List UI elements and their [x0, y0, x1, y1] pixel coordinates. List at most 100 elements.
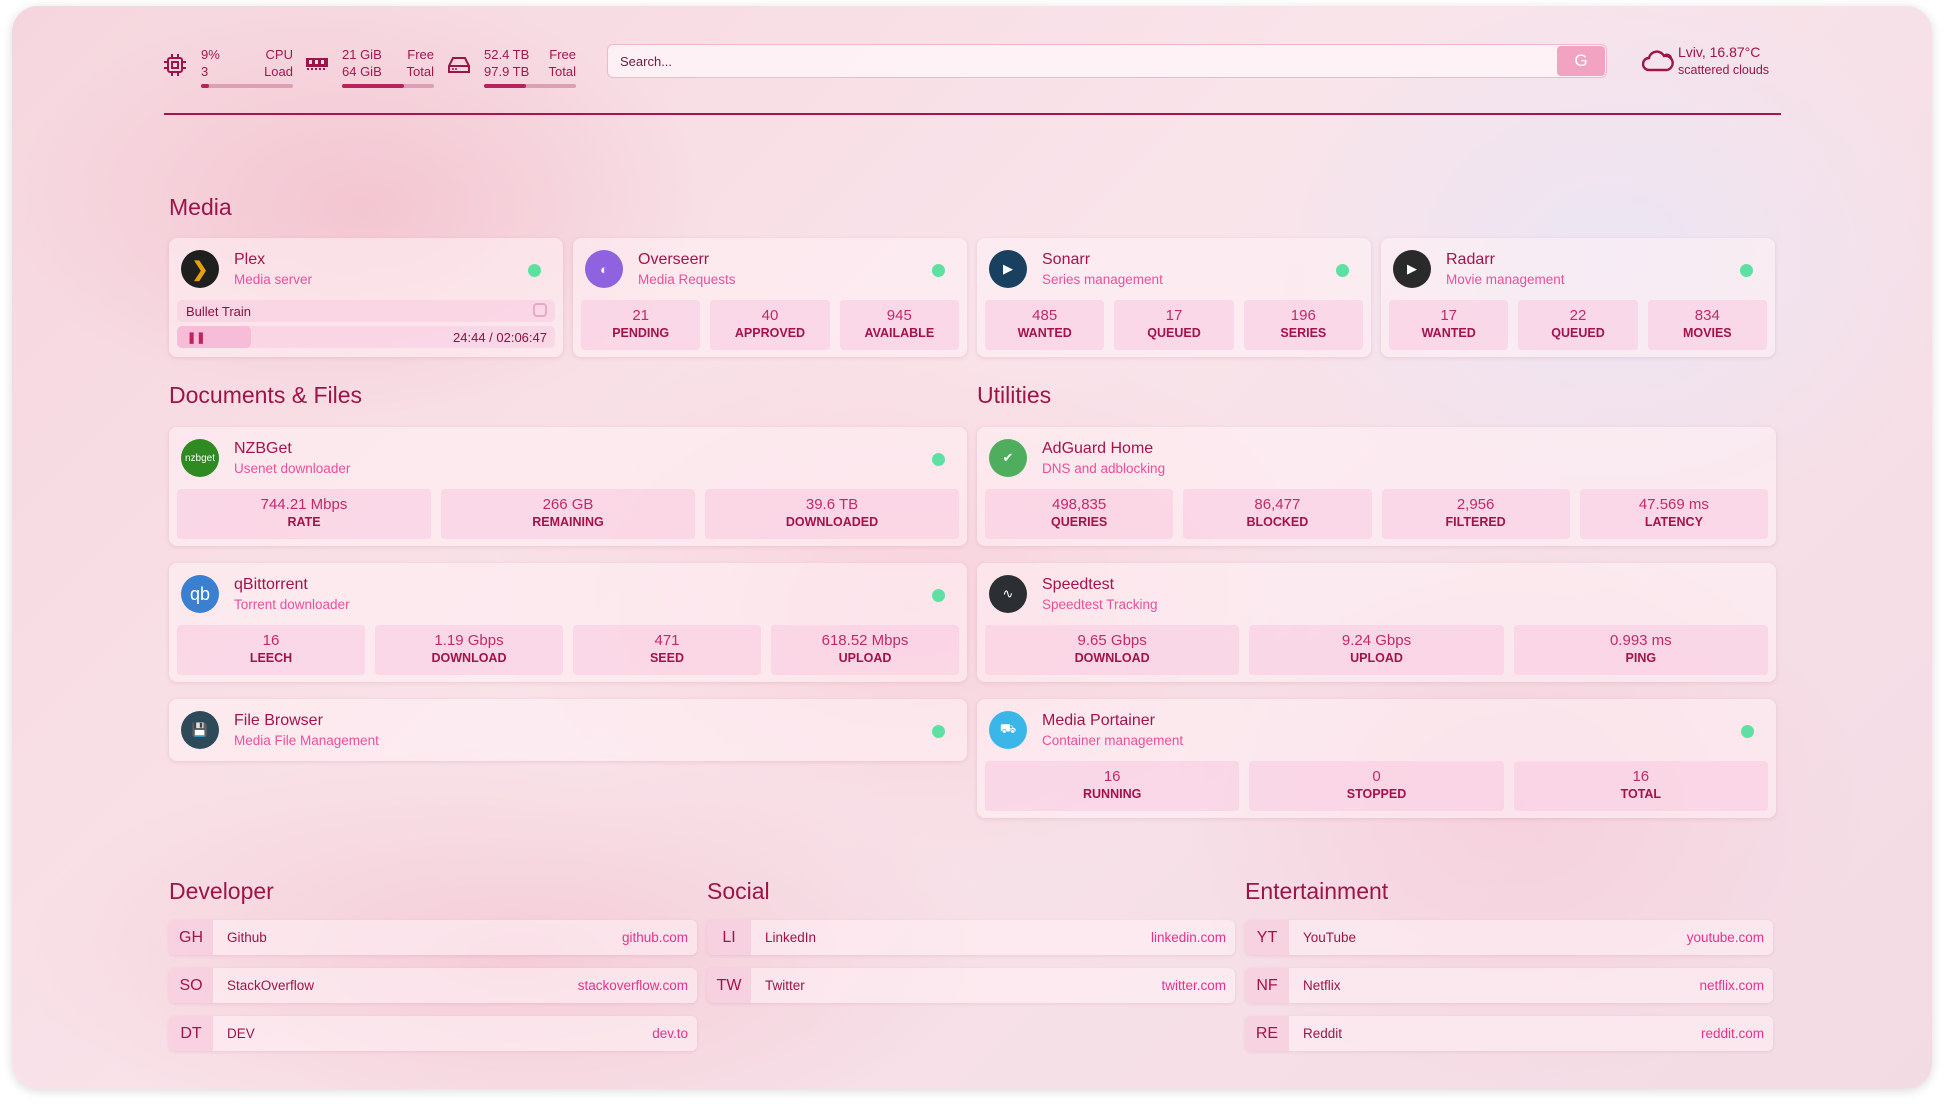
stat-value: 16 — [262, 632, 280, 649]
status-indicator — [932, 453, 945, 466]
radarr-icon: ▶ — [1393, 250, 1431, 288]
bookmark-url[interactable]: youtube.com — [1686, 930, 1764, 945]
stat-label: DOWNLOAD — [431, 651, 507, 665]
service-subtitle: Movie management — [1446, 272, 1565, 287]
stat-rate: 744.21 Mbps RATE — [177, 489, 431, 539]
bookmark-linkedin[interactable]: LI LinkedIn linkedin.com — [707, 920, 1235, 955]
status-indicator — [932, 725, 945, 738]
bookmark-dev[interactable]: DT DEV dev.to — [169, 1016, 697, 1051]
stat-approved: 40 APPROVED — [710, 300, 830, 350]
bookmark-url[interactable]: linkedin.com — [1150, 930, 1226, 945]
service-title: AdGuard Home — [1042, 440, 1154, 457]
weather-location-temp: Lviv, 16.87°C — [1678, 44, 1761, 60]
adguard-icon: ✔ — [989, 439, 1027, 477]
stat-label: TOTAL — [1620, 787, 1662, 801]
stat-latency: 47.569 ms LATENCY — [1579, 489, 1768, 539]
service-title: Radarr — [1446, 251, 1495, 268]
bookmark-stackoverflow[interactable]: SO StackOverflow stackoverflow.com — [169, 968, 697, 1003]
stat-value: 1.19 Gbps — [434, 632, 504, 649]
search-input[interactable] — [608, 53, 1557, 69]
disk-free: 52.4 TB — [484, 47, 530, 62]
cpu-label: CPU — [265, 47, 293, 62]
bookmark-youtube[interactable]: YT YouTube youtube.com — [1245, 920, 1773, 955]
section-title-social: Social — [707, 878, 770, 904]
service-card-qbittorrent[interactable]: qb qBittorrent Torrent downloader 16 LEECH… — [169, 563, 967, 682]
service-stats: 9.65 Gbps DOWNLOAD 9.24 Gbps UPLOAD 0.993 ms… — [985, 625, 1768, 675]
service-card-file-browser[interactable]: 💾 File Browser Media File Management — [169, 699, 967, 761]
service-card-nzbget[interactable]: nzbget NZBGet Usenet downloader 744.21 Mb… — [169, 427, 967, 546]
bookmark-abbr: GH — [169, 920, 213, 955]
bookmark-url[interactable]: reddit.com — [1700, 1026, 1764, 1041]
bookmark-twitter[interactable]: TW Twitter twitter.com — [707, 968, 1235, 1003]
service-card-adguard-home[interactable]: ✔ AdGuard Home DNS and adblocking 498,835… — [977, 427, 1776, 546]
section-title-documents: Documents & Files — [169, 382, 363, 408]
service-subtitle: Media File Management — [234, 733, 379, 748]
stat-label: UPLOAD — [1350, 651, 1403, 665]
service-stats: 17 WANTED 22 QUEUED 834 MOVIES — [1389, 300, 1767, 350]
memory-total: 64 GiB — [342, 64, 382, 79]
bookmark-url[interactable]: github.com — [621, 930, 688, 945]
cpu-icon — [164, 54, 186, 76]
stat-value: 0 — [1372, 768, 1381, 785]
sonarr-icon: ▶ — [989, 250, 1027, 288]
now-playing-title-bar: Bullet Train — [177, 300, 555, 322]
service-title: File Browser — [234, 712, 323, 729]
bar-fill — [342, 84, 404, 88]
bookmark-url[interactable]: twitter.com — [1161, 978, 1226, 993]
stat-download: 9.65 Gbps DOWNLOAD — [985, 625, 1240, 675]
stat-value: 40 — [761, 307, 779, 324]
portainer-icon: ⛟ — [989, 711, 1027, 749]
service-card-overseerr[interactable]: ◐ Overseerr Media Requests 21 PENDING 40 APP… — [573, 238, 967, 357]
pause-icon[interactable]: ❚❚ — [187, 332, 206, 344]
stat-upload: 9.24 Gbps UPLOAD — [1249, 625, 1504, 675]
disk-stat: 52.4 TB Free 97.9 TB Total — [484, 46, 576, 88]
service-card-plex[interactable]: ❯ Plex Media server Bullet Train ❚❚ 24:44 … — [169, 238, 563, 357]
bookmark-name: DEV — [227, 1026, 255, 1041]
service-card-media-portainer[interactable]: ⛟ Media Portainer Container management 16… — [977, 699, 1776, 818]
disk-bar — [484, 84, 576, 88]
service-title: Speedtest — [1042, 576, 1115, 593]
stat-stopped: 0 STOPPED — [1249, 761, 1504, 811]
stat-value: 266 GB — [542, 496, 594, 513]
service-stats: 21 PENDING 40 APPROVED 945 AVAILABLE — [581, 300, 959, 350]
status-indicator — [1740, 264, 1753, 277]
stat-label: QUEUED — [1147, 326, 1201, 340]
service-subtitle: Speedtest Tracking — [1042, 597, 1158, 612]
stat-label: QUEUED — [1551, 326, 1605, 340]
bookmark-url[interactable]: dev.to — [652, 1026, 688, 1041]
bookmark-netflix[interactable]: NF Netflix netflix.com — [1245, 968, 1773, 1003]
service-subtitle: Container management — [1042, 733, 1184, 748]
bookmark-github[interactable]: GH Github github.com — [169, 920, 697, 955]
weather-condition: scattered clouds — [1678, 63, 1770, 77]
stream-icon — [533, 303, 547, 317]
stat-queued: 17 QUEUED — [1114, 300, 1234, 350]
disk-total: 97.9 TB — [484, 64, 530, 79]
service-card-speedtest[interactable]: ∿ Speedtest Speedtest Tracking 9.65 Gbps D… — [977, 563, 1776, 682]
stat-upload: 618.52 Mbps UPLOAD — [771, 625, 959, 675]
stat-value: 9.65 Gbps — [1077, 632, 1147, 649]
stat-queued: 22 QUEUED — [1518, 300, 1638, 350]
stat-label: SERIES — [1280, 326, 1327, 340]
service-card-sonarr[interactable]: ▶ Sonarr Series management 485 WANTED 17 QUE… — [977, 238, 1371, 357]
status-indicator — [1336, 264, 1349, 277]
stat-download: 1.19 Gbps DOWNLOAD — [375, 625, 563, 675]
search-provider-button[interactable]: G — [1557, 46, 1605, 76]
stat-value: 47.569 ms — [1638, 496, 1709, 513]
bookmark-url[interactable]: stackoverflow.com — [577, 978, 688, 993]
playback-time: 24:44 / 02:06:47 — [453, 330, 547, 345]
service-stats: 16 LEECH 1.19 Gbps DOWNLOAD 471 SEED 618.52 Mb… — [177, 625, 959, 675]
service-subtitle: Usenet downloader — [234, 461, 351, 476]
now-playing-title: Bullet Train — [186, 304, 252, 319]
playback-progress[interactable]: ❚❚ 24:44 / 02:06:47 — [177, 326, 555, 348]
stat-value: 39.6 TB — [805, 496, 859, 513]
bookmark-name: Reddit — [1303, 1026, 1343, 1041]
bookmark-url[interactable]: netflix.com — [1699, 978, 1764, 993]
stat-label: DOWNLOAD — [1074, 651, 1150, 665]
memory-free-label: Free — [407, 47, 434, 62]
status-indicator — [1741, 725, 1754, 738]
service-card-radarr[interactable]: ▶ Radarr Movie management 17 WANTED 22 QUEUE… — [1381, 238, 1775, 357]
section-title-utilities: Utilities — [977, 382, 1052, 408]
stat-value: 618.52 Mbps — [821, 632, 909, 649]
bookmark-reddit[interactable]: RE Reddit reddit.com — [1245, 1016, 1773, 1051]
stat-label: WANTED — [1421, 326, 1476, 340]
